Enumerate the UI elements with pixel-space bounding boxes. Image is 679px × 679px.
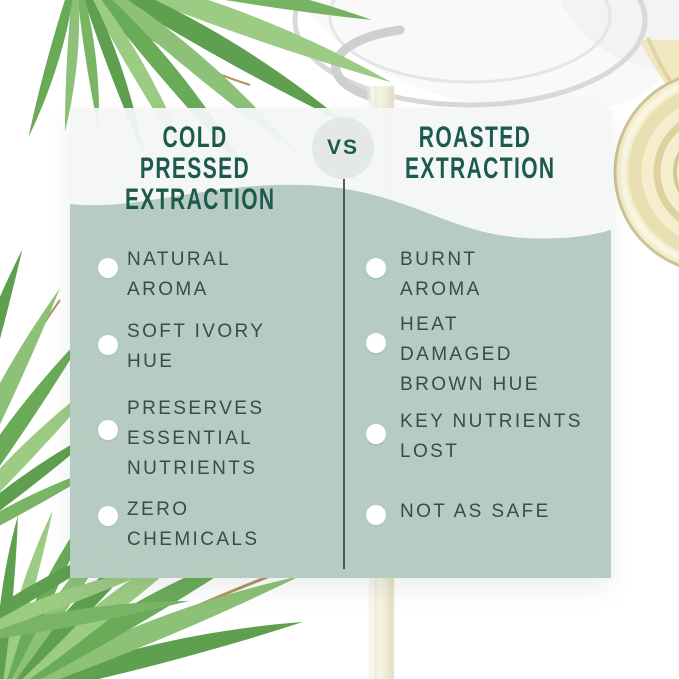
sage-wave-background bbox=[70, 184, 611, 578]
palm-frond-top-left-icon bbox=[10, 0, 393, 190]
bullet-dot-icon bbox=[98, 335, 118, 355]
bullet-dot-icon bbox=[366, 424, 386, 444]
list-item: KEY NUTRIENTS LOST bbox=[400, 411, 583, 462]
column-divider-line bbox=[343, 179, 345, 569]
bullet-dot-icon bbox=[366, 333, 386, 353]
bullet-dot-icon bbox=[98, 258, 118, 278]
list-item: ZERO CHEMICALS bbox=[127, 499, 260, 550]
bullet-dot-icon bbox=[98, 420, 118, 440]
palm-frond-left-strip-icon bbox=[0, 226, 124, 560]
vs-badge: VS bbox=[312, 117, 374, 179]
oil-bowl-swirl-icon bbox=[613, 77, 679, 267]
list-item: BURNT AROMA bbox=[400, 249, 482, 300]
left-column-title: COLD PRESSED EXTRACTION bbox=[125, 121, 276, 216]
list-item: SOFT IVORY HUE bbox=[127, 321, 266, 372]
right-column-title: ROASTED EXTRACTION bbox=[405, 121, 556, 185]
bullet-dot-icon bbox=[98, 506, 118, 526]
vs-label: VS bbox=[326, 136, 359, 159]
list-item: PRESERVES ESSENTIAL NUTRIENTS bbox=[127, 398, 265, 479]
list-item: NATURAL AROMA bbox=[127, 249, 232, 300]
list-item: NOT AS SAFE bbox=[400, 501, 551, 522]
bullet-dot-icon bbox=[366, 505, 386, 525]
bullet-dot-icon bbox=[366, 258, 386, 278]
palm-frond-bottom-left-icon bbox=[0, 498, 310, 679]
list-item: HEAT DAMAGED BROWN HUE bbox=[400, 314, 540, 395]
comparison-card: COLD PRESSED EXTRACTION ROASTED EXTRACTI… bbox=[70, 108, 611, 578]
